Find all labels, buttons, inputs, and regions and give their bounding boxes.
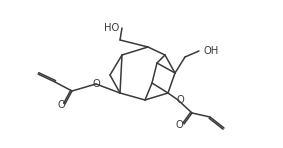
Text: O: O xyxy=(92,79,100,89)
Text: OH: OH xyxy=(203,46,219,56)
Text: O: O xyxy=(57,100,65,110)
Text: HO: HO xyxy=(104,23,120,33)
Text: O: O xyxy=(176,95,184,105)
Text: O: O xyxy=(175,120,183,130)
